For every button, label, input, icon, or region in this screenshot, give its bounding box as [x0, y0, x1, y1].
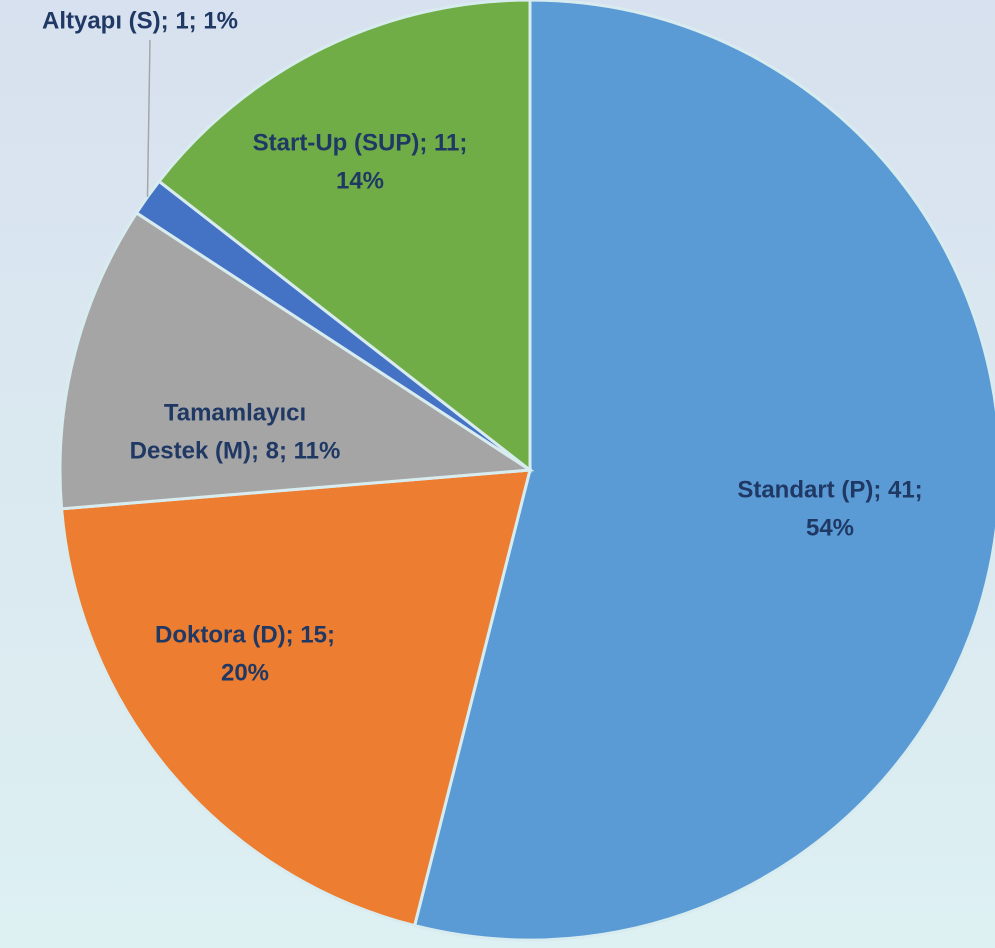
data-label: 14%: [336, 167, 384, 194]
data-label: 20%: [221, 659, 269, 686]
pie-slice: [156, 0, 532, 474]
pie-slice: [58, 210, 535, 511]
data-label: Doktora (D); 15;: [155, 621, 335, 648]
pie-slice: [59, 468, 532, 928]
pie-slice: [412, 0, 995, 942]
leader-line: [146, 39, 151, 197]
data-label: Altyapı (S); 1; 1%: [42, 7, 238, 34]
data-label: Destek (M); 8; 11%: [130, 437, 341, 464]
labels: Standart (P); 41; 54% Doktora (D); 15; 20% T…: [42, 7, 923, 686]
data-label: Standart (P); 41;: [737, 476, 922, 503]
data-label: 54%: [806, 514, 854, 541]
data-label: Start-Up (SUP); 11;: [253, 129, 468, 156]
data-label: Tamamlayıcı: [164, 399, 306, 426]
pie: [58, 0, 995, 942]
